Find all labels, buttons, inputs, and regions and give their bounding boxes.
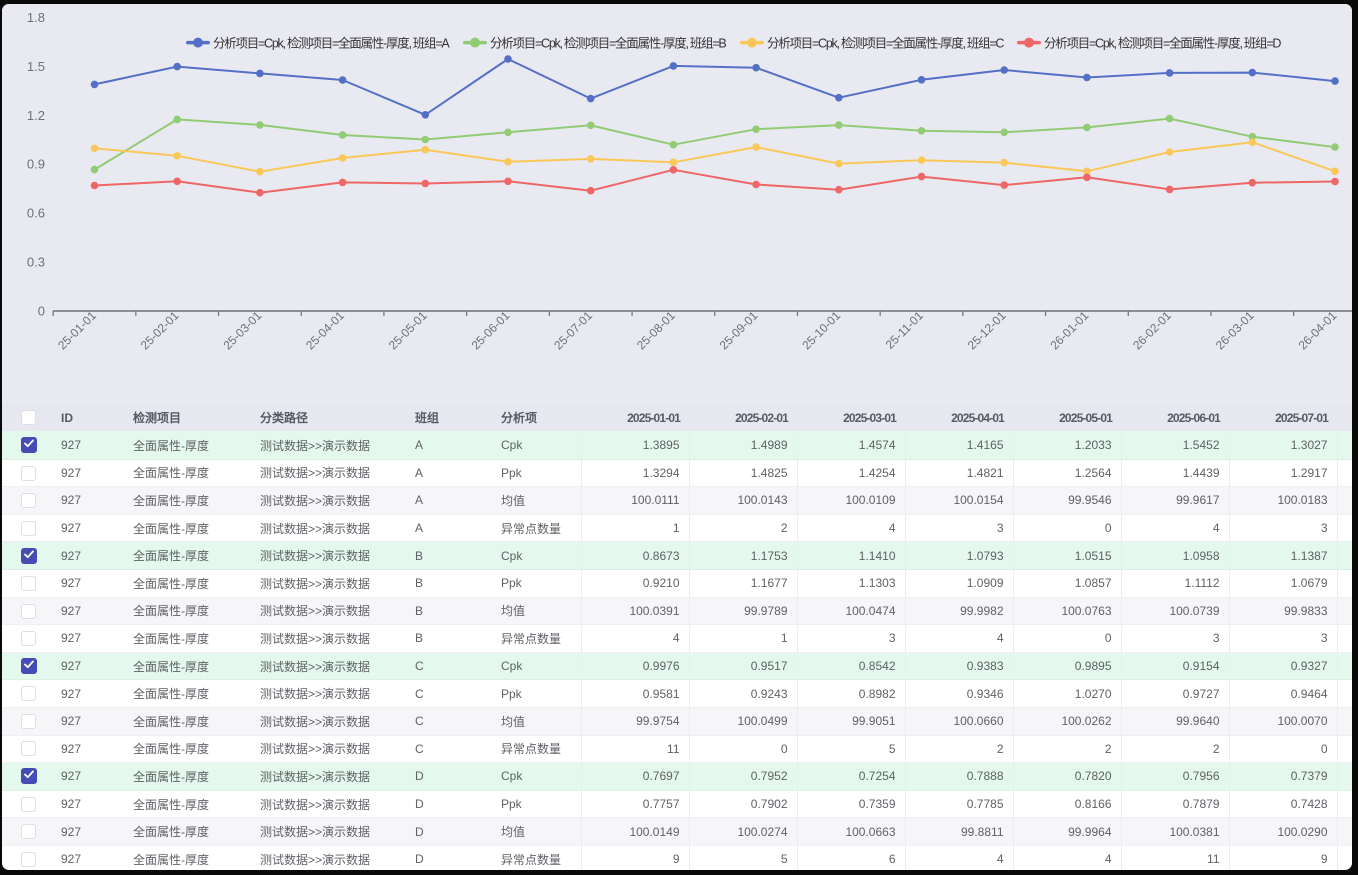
svg-text:分析项目=Cpk, 检测项目=全面属性-厚度, 班组=A: 分析项目=Cpk, 检测项目=全面属性-厚度, 班组=A (213, 35, 450, 50)
svg-text:0.9: 0.9 (27, 157, 45, 172)
svg-text:25-09-01: 25-09-01 (717, 308, 761, 352)
svg-text:25-06-01: 25-06-01 (469, 308, 513, 352)
svg-text:0.3: 0.3 (27, 255, 45, 270)
svg-text:分析项目=Cpk, 检测项目=全面属性-厚度, 班组=C: 分析项目=Cpk, 检测项目=全面属性-厚度, 班组=C (767, 35, 1004, 50)
svg-text:1.2: 1.2 (27, 108, 45, 123)
svg-text:1.5: 1.5 (27, 59, 45, 74)
svg-text:0: 0 (38, 304, 45, 319)
svg-text:25-01-01: 25-01-01 (55, 308, 99, 352)
svg-text:1.8: 1.8 (27, 10, 45, 25)
svg-text:25-03-01: 25-03-01 (220, 308, 264, 352)
svg-text:25-04-01: 25-04-01 (303, 308, 347, 352)
svg-text:25-12-01: 25-12-01 (965, 308, 1009, 352)
svg-text:25-10-01: 25-10-01 (799, 308, 843, 352)
svg-text:0.6: 0.6 (27, 206, 45, 221)
svg-text:26-03-01: 26-03-01 (1213, 308, 1257, 352)
svg-text:25-11-01: 25-11-01 (883, 308, 926, 351)
svg-text:26-04-01: 26-04-01 (1296, 308, 1340, 352)
svg-text:25-07-01: 25-07-01 (551, 308, 595, 352)
svg-text:分析项目=Cpk, 检测项目=全面属性-厚度, 班组=D: 分析项目=Cpk, 检测项目=全面属性-厚度, 班组=D (1044, 35, 1281, 50)
svg-text:25-08-01: 25-08-01 (634, 308, 678, 352)
svg-text:分析项目=Cpk, 检测项目=全面属性-厚度, 班组=B: 分析项目=Cpk, 检测项目=全面属性-厚度, 班组=B (490, 35, 726, 50)
svg-text:25-02-01: 25-02-01 (138, 308, 182, 352)
svg-text:26-01-01: 26-01-01 (1047, 308, 1091, 352)
svg-text:26-02-01: 26-02-01 (1130, 308, 1174, 352)
svg-text:25-05-01: 25-05-01 (386, 308, 430, 352)
